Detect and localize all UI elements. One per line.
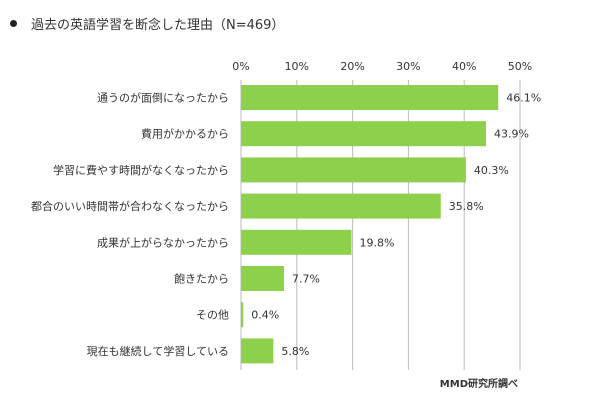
value-label: 0.4% [251,309,279,322]
bar [241,193,441,219]
value-label: 7.7% [292,273,320,286]
bar [241,266,284,291]
category-label: 飽きたから [174,272,229,286]
value-label: 5.8% [281,345,309,358]
value-label: 46.1% [506,92,541,105]
category-label: 通うのが面倒になったから [97,91,229,105]
value-label: 43.9% [494,128,529,141]
x-tick-label: 0% [232,60,249,73]
bar [241,338,274,364]
chart-title-text: 過去の英語学習を断念した理由（N=469） [31,18,285,33]
chart-title: 過去の英語学習を断念した理由（N=469） [10,14,284,33]
category-label: 成果が上がらなかったから [97,235,229,249]
category-label: 費用がかかるから [141,127,229,141]
x-tick-label: 40% [452,60,476,73]
title-bullet-icon [10,20,17,27]
source-note: MMD研究所調べ [439,379,518,390]
x-tick-label: 50% [508,60,532,73]
bar [241,229,352,255]
value-labels: 46.1% 43.9% 40.3% 35.8% 19.8% 7.7% 0.4% 5.8% [251,92,541,358]
category-labels: 通うのが面倒になったから費用がかかるから学習に費やす時間がなくなったから都合のい… [31,91,229,358]
x-axis-ticks: 0% 10% 20% 30% 40% 50% [232,60,532,73]
bar [241,157,466,183]
category-label: 学習に費やす時間がなくなったから [53,163,229,177]
value-label: 19.8% [359,236,394,249]
x-tick-label: 20% [340,60,364,73]
bars [241,85,499,364]
value-label: 35.8% [449,200,484,213]
bar [241,121,486,147]
x-tick-label: 10% [285,60,309,73]
bar [241,302,244,328]
x-tick-label: 30% [396,60,420,73]
category-label: その他 [196,309,229,322]
value-label: 40.3% [474,164,509,177]
category-label: 都合のいい時間帯が合わなくなったから [31,199,229,213]
bar [241,85,499,110]
category-label: 現在も継続して学習している [87,344,229,358]
